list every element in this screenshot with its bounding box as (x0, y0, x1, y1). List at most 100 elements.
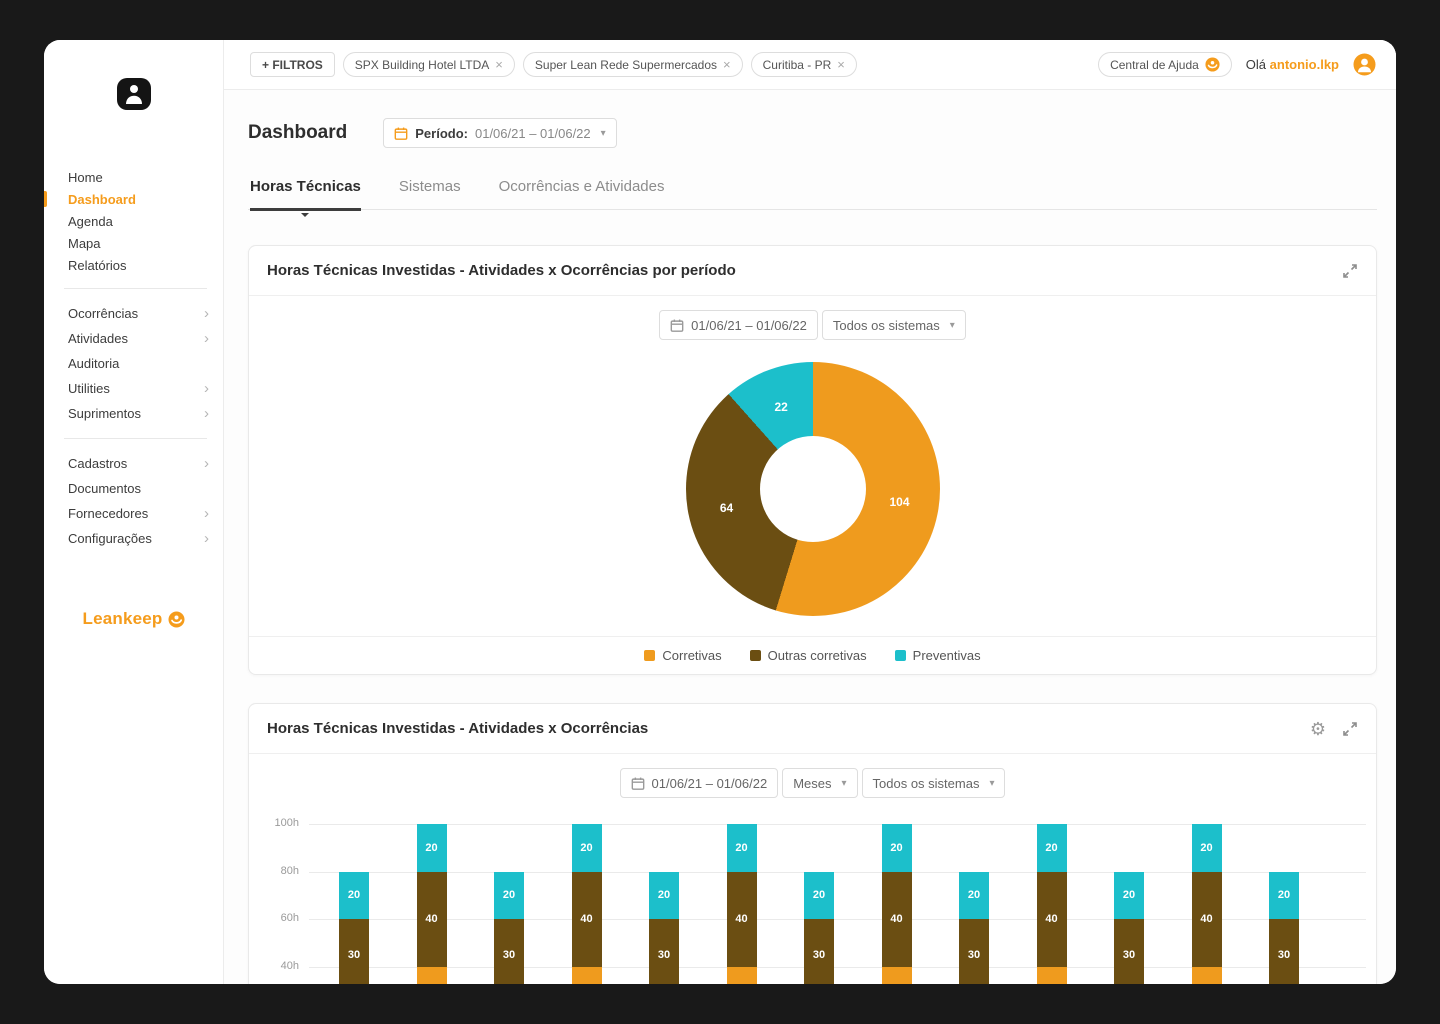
bar-value-label: 20 (1122, 889, 1136, 902)
sidebar-item-atividades[interactable]: Atividades (44, 326, 223, 351)
filter-chip[interactable]: Curitiba - PR (750, 52, 857, 77)
bar-segment-outras-corretivas[interactable]: 40 (881, 871, 912, 967)
bar-segment-outras-corretivas[interactable]: 40 (571, 871, 602, 967)
date-range-value: 01/06/21 – 01/06/22 (651, 775, 768, 791)
sidebar-item-utilities[interactable]: Utilities (44, 376, 223, 401)
bar-segment-outras-corretivas[interactable]: 30 (494, 919, 524, 984)
bar-segment-preventivas[interactable]: 20 (339, 871, 369, 919)
chevron-down-icon (950, 320, 955, 331)
gear-icon[interactable]: ⚙ (1309, 718, 1326, 739)
avatar[interactable] (1353, 53, 1376, 76)
app-logo[interactable] (44, 76, 223, 112)
bar-value-label: 40 (580, 913, 593, 925)
close-icon[interactable] (495, 57, 503, 72)
sidebar-nav-primary: Home Dashboard Agenda Mapa Relatórios (44, 166, 223, 276)
sidebar-item-label: Configurações (68, 531, 152, 546)
sidebar-item-label: Documentos (68, 481, 141, 496)
bar-value-label: 20 (812, 889, 826, 902)
chevron-right-icon (204, 456, 209, 471)
bar-segment-preventivas[interactable]: 20 (1114, 871, 1144, 919)
chevron-down-icon (601, 128, 606, 139)
sidebar-item-dashboard[interactable]: Dashboard (44, 188, 223, 210)
sidebar-item-relatorios[interactable]: Relatórios (44, 254, 223, 276)
sidebar-item-home[interactable]: Home (44, 166, 223, 188)
bar-segment-outras-corretivas[interactable]: 30 (339, 919, 369, 984)
bar-segment-preventivas[interactable]: 20 (649, 871, 679, 919)
donut-systems-dropdown[interactable]: Todos os sistemas (821, 310, 966, 340)
y-axis-label: 80h (280, 864, 299, 877)
filter-chip[interactable]: Super Lean Rede Supermercados (522, 52, 743, 77)
bar-segment-corretivas[interactable]: 40 (416, 966, 447, 984)
bar-value-label: 20 (502, 889, 516, 902)
bar-segment-preventivas[interactable]: 20 (1036, 824, 1067, 872)
bar-segment-outras-corretivas[interactable]: 30 (649, 919, 679, 984)
bar-segment-outras-corretivas[interactable]: 30 (959, 919, 989, 984)
period-selector[interactable]: Período: 01/06/21 – 01/06/22 (383, 118, 617, 148)
bar-segment-outras-corretivas[interactable]: 30 (804, 919, 834, 984)
sidebar-item-mapa[interactable]: Mapa (44, 232, 223, 254)
bars-interval-dropdown[interactable]: Meses (782, 768, 858, 798)
bar-segment-outras-corretivas[interactable]: 40 (416, 871, 447, 967)
bar-segment-preventivas[interactable]: 20 (494, 871, 524, 919)
filter-chip[interactable]: SPX Building Hotel LTDA (342, 52, 515, 77)
bar-segment-preventivas[interactable]: 20 (571, 824, 602, 872)
legend-item-outras-corretivas[interactable]: Outras corretivas (749, 648, 867, 663)
bar-segment-preventivas[interactable]: 20 (804, 871, 834, 919)
sidebar-item-configuracoes[interactable]: Configurações (44, 526, 223, 551)
legend-item-corretivas[interactable]: Corretivas (644, 648, 722, 663)
donut-value-label: 22 (774, 399, 788, 414)
bar-segment-corretivas[interactable]: 40 (571, 966, 602, 984)
bar-value-label: 30 (967, 948, 981, 961)
sidebar-item-fornecedores[interactable]: Fornecedores (44, 501, 223, 526)
sidebar-item-cadastros[interactable]: Cadastros (44, 451, 223, 476)
systems-dropdown-value: Todos os sistemas (872, 775, 980, 791)
donut-date-range[interactable]: 01/06/21 – 01/06/22 (659, 310, 818, 340)
bar-segment-corretivas[interactable]: 40 (726, 966, 757, 984)
filter-chip-label: Super Lean Rede Supermercados (534, 57, 718, 72)
sidebar-item-label: Auditoria (68, 356, 120, 371)
bar-segment-outras-corretivas[interactable]: 30 (1269, 919, 1299, 984)
sidebar-item-ocorrencias[interactable]: Ocorrências (44, 301, 223, 326)
sidebar-item-agenda[interactable]: Agenda (44, 210, 223, 232)
bar-segment-corretivas[interactable]: 40 (1191, 966, 1222, 984)
bars-card-title: Horas Técnicas Investidas - Atividades x… (267, 720, 649, 737)
sidebar-item-auditoria[interactable]: Auditoria (44, 351, 223, 376)
donut-value-label: 104 (889, 495, 910, 510)
close-icon[interactable] (723, 57, 731, 72)
calendar-icon (670, 318, 684, 333)
bar-value-label: 20 (1045, 841, 1058, 854)
close-icon[interactable] (837, 57, 845, 72)
bar-segment-preventivas[interactable]: 20 (1191, 824, 1222, 872)
bar-segment-preventivas[interactable]: 20 (416, 824, 447, 872)
filters-button[interactable]: + FILTROS (250, 52, 335, 77)
bar-value-label: 40 (735, 913, 748, 925)
expand-icon[interactable] (1342, 263, 1358, 279)
tab-ocorrencias-atividades[interactable]: Ocorrências e Atividades (498, 178, 665, 195)
bar-segment-outras-corretivas[interactable]: 30 (1114, 919, 1144, 984)
bar-segment-outras-corretivas[interactable]: 40 (1191, 871, 1222, 967)
tab-horas-tecnicas[interactable]: Horas Técnicas (250, 178, 361, 211)
expand-icon[interactable] (1342, 721, 1358, 737)
bar-segment-outras-corretivas[interactable]: 40 (1036, 871, 1067, 967)
bars-card: Horas Técnicas Investidas - Atividades x… (248, 703, 1377, 984)
bar-segment-corretivas[interactable]: 40 (1036, 966, 1067, 984)
bar-segment-preventivas[interactable]: 20 (726, 824, 757, 872)
help-button[interactable]: Central de Ajuda (1098, 52, 1232, 77)
bars-systems-dropdown[interactable]: Todos os sistemas (861, 768, 1006, 798)
bar-segment-preventivas[interactable]: 20 (881, 824, 912, 872)
sidebar-item-documentos[interactable]: Documentos (44, 476, 223, 501)
legend-item-preventivas[interactable]: Preventivas (894, 648, 981, 663)
tab-sistemas[interactable]: Sistemas (398, 178, 461, 195)
sidebar-item-label: Dashboard (68, 191, 136, 207)
bar-segment-corretivas[interactable]: 40 (881, 966, 912, 984)
bar-value-label: 40 (1045, 913, 1058, 925)
bar-segment-preventivas[interactable]: 20 (1269, 871, 1299, 919)
bars-date-range[interactable]: 01/06/21 – 01/06/22 (619, 768, 779, 798)
bar-value-label: 20 (347, 889, 361, 902)
bar-segment-preventivas[interactable]: 20 (959, 871, 989, 919)
bar-segment-outras-corretivas[interactable]: 40 (726, 871, 757, 967)
systems-dropdown-value: Todos os sistemas (832, 317, 940, 333)
bar-value-label: 30 (502, 948, 516, 961)
sidebar-item-suprimentos[interactable]: Suprimentos (44, 401, 223, 426)
legend-swatch (894, 650, 906, 661)
